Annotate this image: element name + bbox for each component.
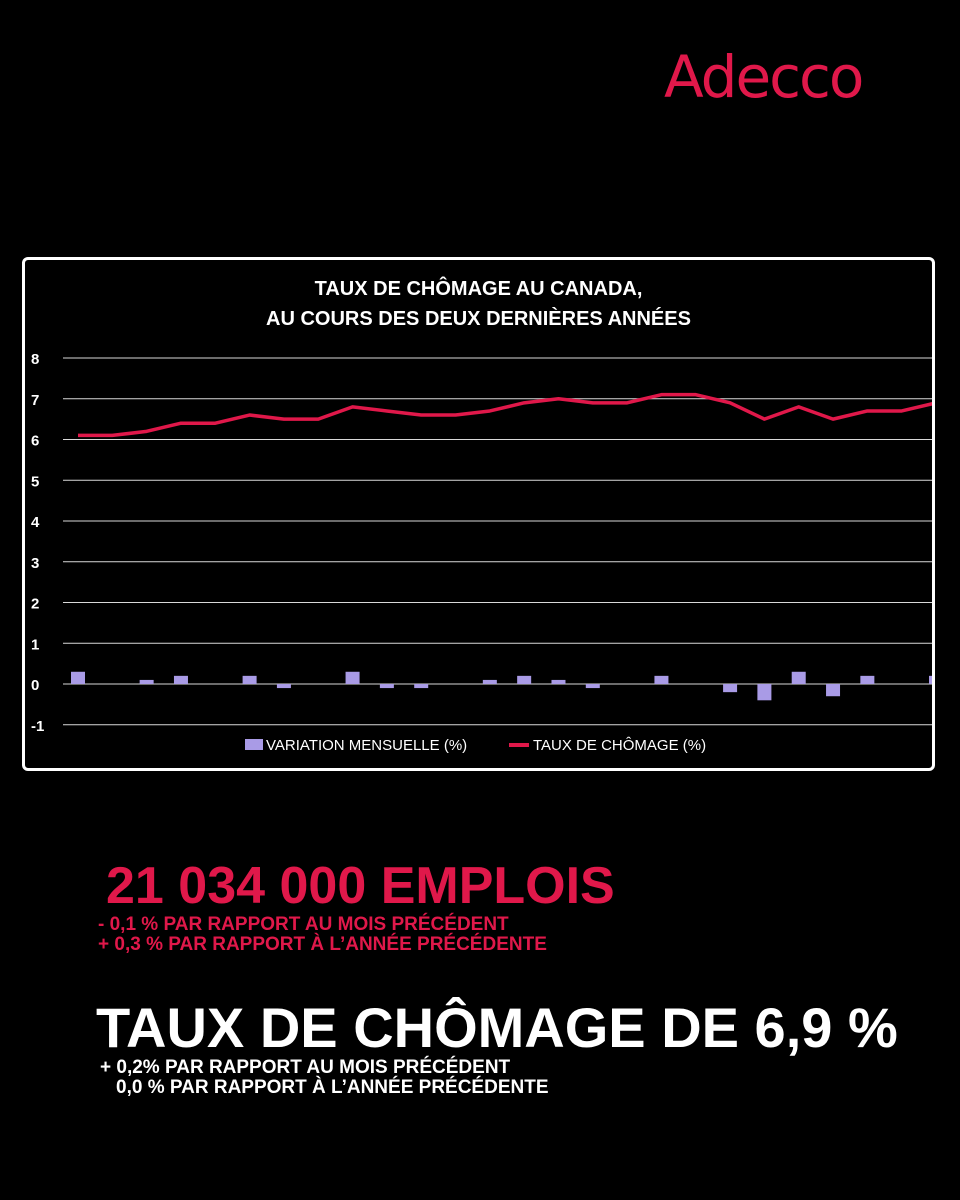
unemployment-yearly-change: 0,0 % PAR RAPPORT À L’ANNÉE PRÉCÉDENTE — [116, 1077, 549, 1098]
y-tick-label: 2 — [31, 596, 39, 613]
variation-bar — [585, 684, 600, 689]
unemployment-rate-line — [78, 392, 932, 438]
variation-bar — [860, 675, 875, 684]
y-tick-label: 3 — [31, 555, 39, 572]
variation-bar — [71, 671, 85, 684]
variation-bar — [242, 675, 257, 684]
legend-label-variation: VARIATION MENSUELLE (%) — [266, 737, 467, 754]
jobs-headline: 21 034 000 EMPLOIS — [106, 857, 615, 915]
chart-title-line-1: TAUX DE CHÔMAGE AU CANADA, — [314, 278, 643, 300]
variation-bar — [791, 671, 806, 684]
variation-bar — [654, 675, 669, 684]
variation-bar — [345, 671, 360, 684]
variation-bar — [173, 675, 188, 684]
y-tick-label: 7 — [31, 392, 39, 409]
y-tick-label: -1 — [31, 718, 44, 735]
variation-bar — [414, 684, 429, 689]
variation-bar — [723, 684, 738, 693]
variation-bar — [276, 684, 291, 689]
unemployment-monthly-change: + 0,2% PAR RAPPORT AU MOIS PRÉCÉDENT — [100, 1057, 511, 1078]
y-tick-label: 6 — [31, 433, 39, 450]
y-tick-label: 5 — [31, 473, 39, 490]
adecco-logo: Adecco — [664, 43, 864, 111]
legend-swatch-variation — [245, 739, 263, 750]
variation-bar — [826, 684, 841, 697]
variation-bar — [929, 675, 932, 684]
variation-bar — [757, 684, 772, 701]
unemployment-chart: 8 7 6 5 4 3 2 1 0 -1 VARIATION MENSUELLE (%) TAUX D… — [31, 351, 932, 754]
chart-title-line-2: AU COURS DES DEUX DERNIÈRES ANNÉES — [266, 308, 691, 330]
y-tick-label: 8 — [31, 351, 39, 368]
variation-bar — [482, 679, 497, 684]
y-tick-label: 0 — [31, 677, 39, 694]
chart-container: TAUX DE CHÔMAGE AU CANADA, AU COURS DES … — [22, 257, 935, 771]
jobs-yearly-change: + 0,3 % PAR RAPPORT À L’ANNÉE PRÉCÉDENTE — [98, 934, 547, 955]
variation-bar — [517, 675, 532, 684]
y-tick-label: 1 — [31, 636, 39, 653]
unemployment-headline: TAUX DE CHÔMAGE DE 6,9 % — [96, 996, 898, 1059]
legend-label-rate: TAUX DE CHÔMAGE (%) — [533, 737, 706, 754]
variation-bar — [379, 684, 394, 689]
y-tick-label: 4 — [31, 514, 40, 531]
jobs-monthly-change: - 0,1 % PAR RAPPORT AU MOIS PRÉCÉDENT — [98, 914, 509, 935]
variation-bar — [139, 679, 154, 684]
variation-bar — [551, 679, 566, 684]
